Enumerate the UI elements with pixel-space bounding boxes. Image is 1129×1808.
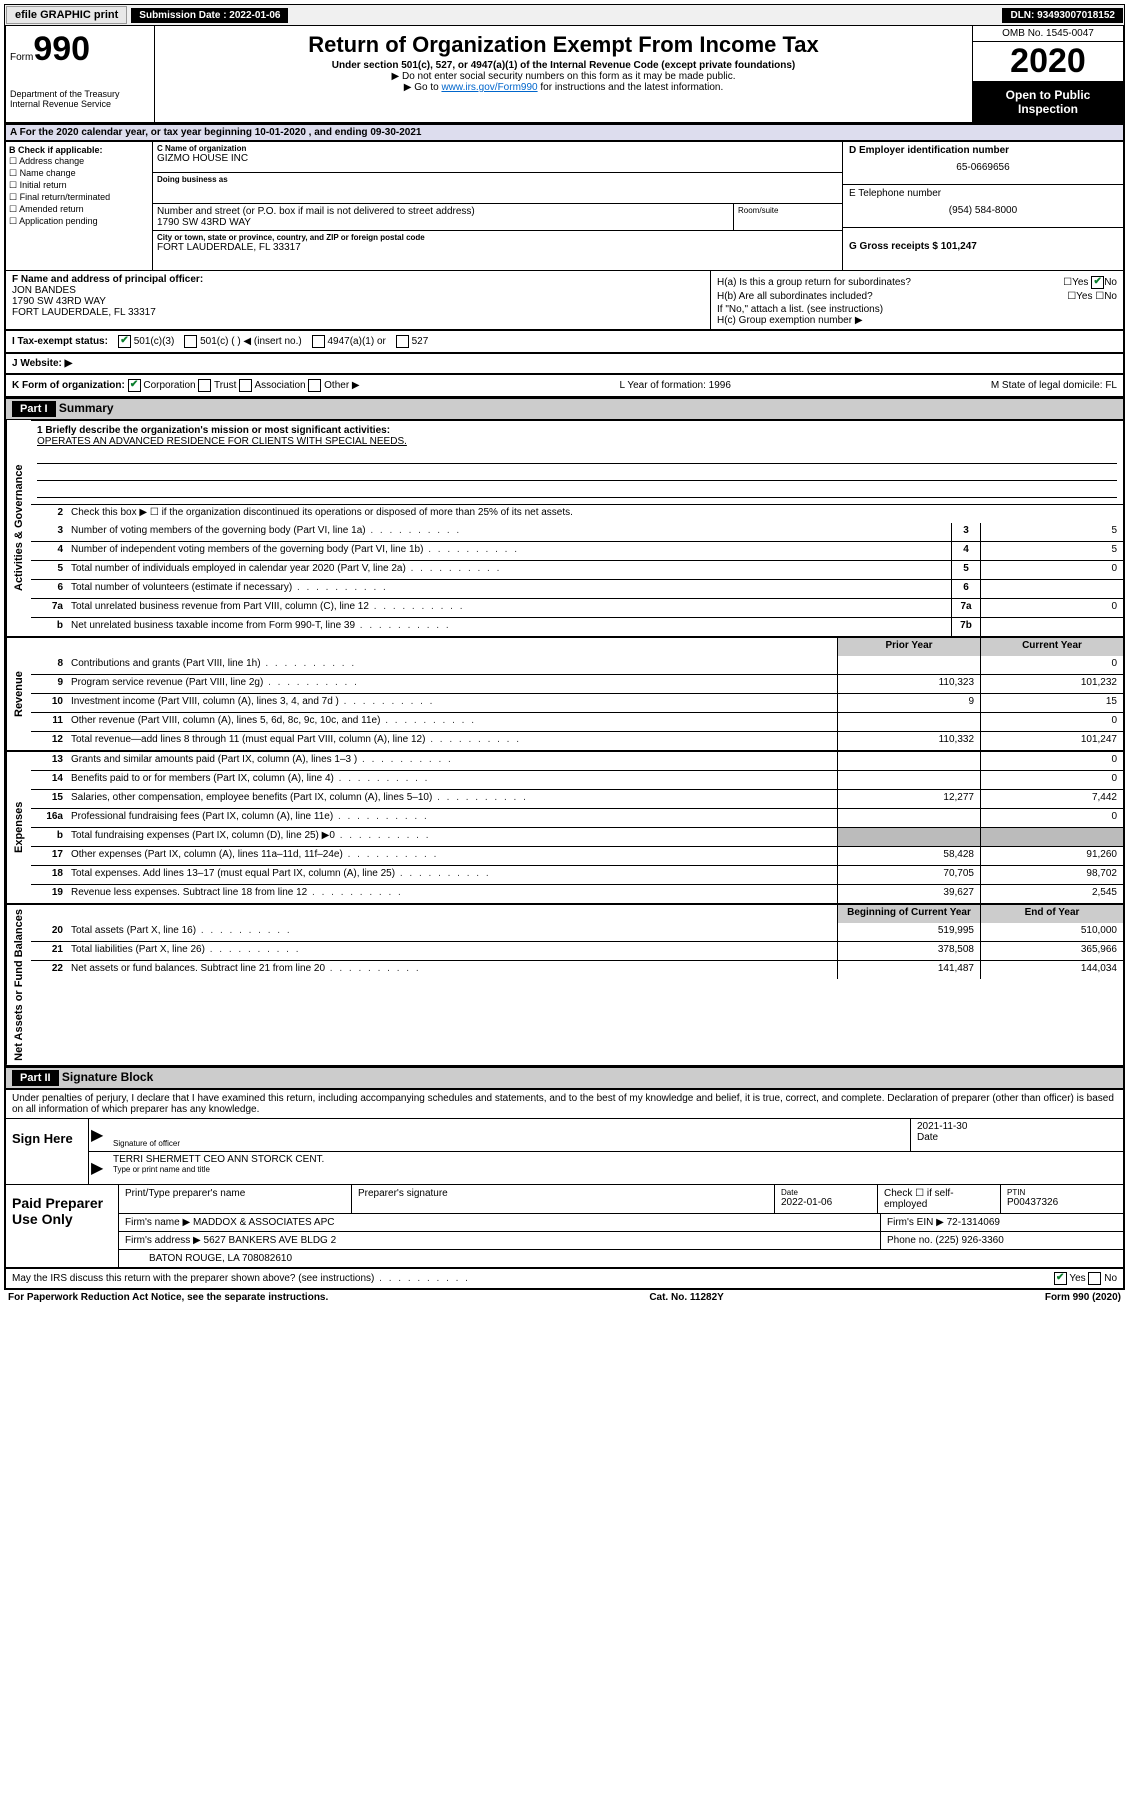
mission: OPERATES AN ADVANCED RESIDENCE FOR CLIEN…	[37, 436, 1117, 447]
table-row: bTotal fundraising expenses (Part IX, co…	[31, 827, 1123, 846]
footer: For Paperwork Reduction Act Notice, see …	[4, 1290, 1125, 1305]
irs-link[interactable]: www.irs.gov/Form990	[441, 82, 537, 93]
table-row: 3Number of voting members of the governi…	[31, 523, 1123, 541]
org-name: GIZMO HOUSE INC	[157, 153, 838, 164]
section-a: A For the 2020 calendar year, or tax yea…	[4, 124, 1125, 142]
chk-final[interactable]: Final return/terminated	[9, 192, 149, 203]
ssn-warning: ▶ Do not enter social security numbers o…	[163, 71, 964, 82]
table-row: 21Total liabilities (Part X, line 26)378…	[31, 941, 1123, 960]
table-row: 17Other expenses (Part IX, column (A), l…	[31, 846, 1123, 865]
netassets-table: Net Assets or Fund Balances Beginning of…	[4, 905, 1125, 1067]
table-row: 5Total number of individuals employed in…	[31, 560, 1123, 579]
dln: DLN: 93493007018152	[1002, 8, 1123, 23]
table-row: 14Benefits paid to or for members (Part …	[31, 770, 1123, 789]
submission-date: Submission Date : 2022-01-06	[131, 8, 288, 23]
chk-name[interactable]: Name change	[9, 168, 149, 179]
discuss-row: May the IRS discuss this return with the…	[4, 1269, 1125, 1290]
street: 1790 SW 43RD WAY	[157, 217, 729, 228]
chk-pending[interactable]: Application pending	[9, 216, 149, 227]
chk-501c3[interactable]	[118, 335, 131, 348]
firm-name: MADDOX & ASSOCIATES APC	[193, 1217, 335, 1228]
part1-bar: Part I Summary	[4, 398, 1125, 420]
signature-block: Under penalties of perjury, I declare th…	[4, 1089, 1125, 1269]
ha-no-check	[1091, 276, 1104, 289]
table-row: 12Total revenue—add lines 8 through 11 (…	[31, 731, 1123, 750]
form-number: 990	[33, 30, 90, 68]
website-row: J Website: ▶	[4, 354, 1125, 375]
year-formation: L Year of formation: 1996	[620, 380, 731, 391]
omb: OMB No. 1545-0047	[973, 26, 1123, 42]
table-row: 8Contributions and grants (Part VIII, li…	[31, 656, 1123, 674]
firm-ein: 72-1314069	[947, 1217, 1000, 1228]
tax-year: 2020	[973, 42, 1123, 82]
ein: 65-0669656	[849, 162, 1117, 173]
table-row: 16aProfessional fundraising fees (Part I…	[31, 808, 1123, 827]
table-row: 9Program service revenue (Part VIII, lin…	[31, 674, 1123, 693]
table-row: 6Total number of volunteers (estimate if…	[31, 579, 1123, 598]
table-row: 20Total assets (Part X, line 16)519,9955…	[31, 923, 1123, 941]
subtitle: Under section 501(c), 527, or 4947(a)(1)…	[163, 60, 964, 71]
form-label: Form	[10, 52, 33, 63]
dept: Department of the Treasury Internal Reve…	[10, 89, 150, 109]
col-c: C Name of organizationGIZMO HOUSE INC Do…	[153, 142, 843, 270]
officer-name: JON BANDES	[12, 285, 704, 296]
col-b: B Check if applicable: Address change Na…	[6, 142, 153, 270]
governance-table: Activities & Governance 1 Briefly descri…	[4, 420, 1125, 638]
table-row: 11Other revenue (Part VIII, column (A), …	[31, 712, 1123, 731]
col-d: D Employer identification number65-06696…	[843, 142, 1123, 270]
sig-date: 2021-11-30	[917, 1121, 1117, 1132]
gross-receipts: G Gross receipts $ 101,247	[849, 241, 1117, 252]
table-row: 13Grants and similar amounts paid (Part …	[31, 752, 1123, 770]
block-fh: F Name and address of principal officer:…	[4, 270, 1125, 331]
chk-amended[interactable]: Amended return	[9, 204, 149, 215]
city: FORT LAUDERDALE, FL 33317	[157, 242, 838, 253]
state-domicile: M State of legal domicile: FL	[991, 380, 1117, 391]
revenue-table: Revenue Prior YearCurrent Year 8Contribu…	[4, 638, 1125, 752]
efile-label[interactable]: efile GRAPHIC print	[6, 6, 127, 24]
firm-phone: (225) 926-3360	[935, 1235, 1003, 1246]
form-title: Return of Organization Exempt From Incom…	[163, 32, 964, 58]
table-row: 19Revenue less expenses. Subtract line 1…	[31, 884, 1123, 903]
block-bcd: B Check if applicable: Address change Na…	[4, 142, 1125, 270]
chk-address[interactable]: Address change	[9, 156, 149, 167]
expenses-table: Expenses 13Grants and similar amounts pa…	[4, 752, 1125, 905]
table-row: 22Net assets or fund balances. Subtract …	[31, 960, 1123, 979]
discuss-yes[interactable]	[1054, 1272, 1067, 1285]
topbar: efile GRAPHIC print Submission Date : 20…	[4, 4, 1125, 26]
table-row: bNet unrelated business taxable income f…	[31, 617, 1123, 636]
ptin: P00437326	[1007, 1197, 1117, 1208]
table-row: 18Total expenses. Add lines 13–17 (must …	[31, 865, 1123, 884]
chk-initial[interactable]: Initial return	[9, 180, 149, 191]
officer-typed: TERRI SHERMETT CEO ANN STORCK CENT.	[113, 1154, 1117, 1165]
form-header: Form990 Department of the Treasury Inter…	[4, 26, 1125, 124]
tax-exempt-row: I Tax-exempt status: 501(c)(3) 501(c) ( …	[4, 331, 1125, 354]
chk-corp[interactable]	[128, 379, 141, 392]
k-row: K Form of organization: Corporation Trus…	[4, 375, 1125, 398]
part2-bar: Part II Signature Block	[4, 1067, 1125, 1089]
telephone: (954) 584-8000	[849, 205, 1117, 216]
table-row: 4Number of independent voting members of…	[31, 541, 1123, 560]
table-row: 7aTotal unrelated business revenue from …	[31, 598, 1123, 617]
open-public: Open to Public Inspection	[973, 82, 1123, 122]
table-row: 10Investment income (Part VIII, column (…	[31, 693, 1123, 712]
table-row: 15Salaries, other compensation, employee…	[31, 789, 1123, 808]
